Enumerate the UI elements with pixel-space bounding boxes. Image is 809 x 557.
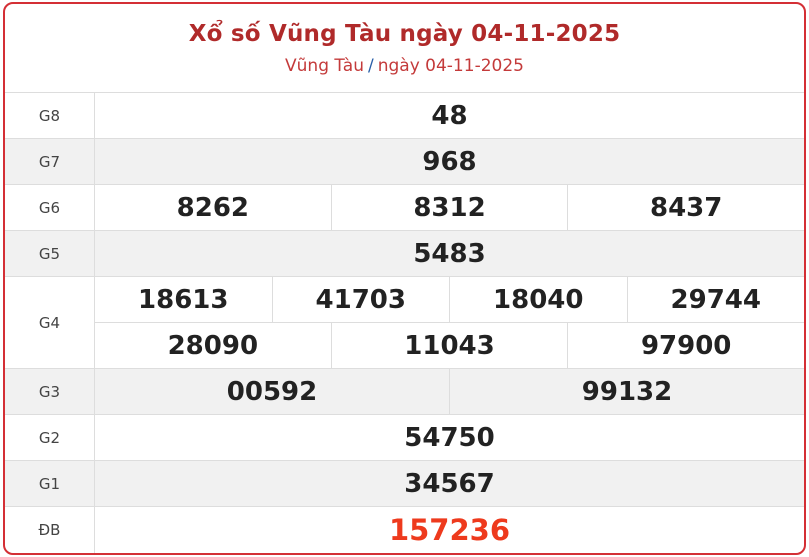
prize-row-g1: G1 34567 <box>5 461 804 507</box>
prize-number: 28090 <box>167 330 259 361</box>
prize-number: 11043 <box>330 323 568 368</box>
prize-row-g4: G4 18613 41703 18040 29744 28090 11043 9… <box>5 277 804 369</box>
prize-number: 8262 <box>176 192 250 223</box>
prize-label: G8 <box>5 93 95 138</box>
prize-row-g6: G6 8262 8312 8437 <box>5 185 804 231</box>
prize-row-g7: G7 968 <box>5 139 804 185</box>
breadcrumb-separator: / <box>367 56 374 76</box>
prize-number: 34567 <box>404 468 495 499</box>
prize-label: G6 <box>5 185 95 230</box>
breadcrumb: Vũng Tàu / ngày 04-11-2025 <box>5 56 804 76</box>
prize-row-g5: G5 5483 <box>5 231 804 277</box>
page-title: Xổ số Vũng Tàu ngày 04-11-2025 <box>188 21 621 47</box>
prize-number: 5483 <box>413 238 486 269</box>
results-header: Xổ số Vũng Tàu ngày 04-11-2025 Vũng Tàu /… <box>5 4 804 93</box>
breadcrumb-date: ngày 04-11-2025 <box>377 56 524 76</box>
prize-number: 29744 <box>626 277 805 322</box>
prize-row-g8: G8 48 <box>5 93 804 139</box>
results-card: Xổ số Vũng Tàu ngày 04-11-2025 Vũng Tàu /… <box>3 2 806 555</box>
prize-label: G5 <box>5 231 95 276</box>
prize-label: G7 <box>5 139 95 184</box>
prize-label: G4 <box>5 277 95 368</box>
prize-number: 00592 <box>226 376 318 407</box>
prize-number: 97900 <box>567 323 804 368</box>
prize-label: G1 <box>5 461 95 506</box>
prize-row-g2: G2 54750 <box>5 415 804 461</box>
prize-label: ĐB <box>5 507 95 553</box>
prize-number: 968 <box>422 146 477 177</box>
breadcrumb-location-link[interactable]: Vũng Tàu <box>285 56 364 76</box>
prize-label: G2 <box>5 415 95 460</box>
prize-number: 54750 <box>404 422 495 453</box>
special-prize-number: 157236 <box>388 513 511 547</box>
prize-label: G3 <box>5 369 95 414</box>
prize-number: 41703 <box>271 277 450 322</box>
prize-row-g3: G3 00592 99132 <box>5 369 804 415</box>
prize-number: 8312 <box>330 185 568 230</box>
prize-number: 18613 <box>138 284 229 315</box>
prize-row-special: ĐB 157236 <box>5 507 804 553</box>
prize-number: 99132 <box>449 369 804 414</box>
prize-number: 8437 <box>567 185 804 230</box>
prize-number: 18040 <box>449 277 627 322</box>
prize-number: 48 <box>431 100 468 131</box>
